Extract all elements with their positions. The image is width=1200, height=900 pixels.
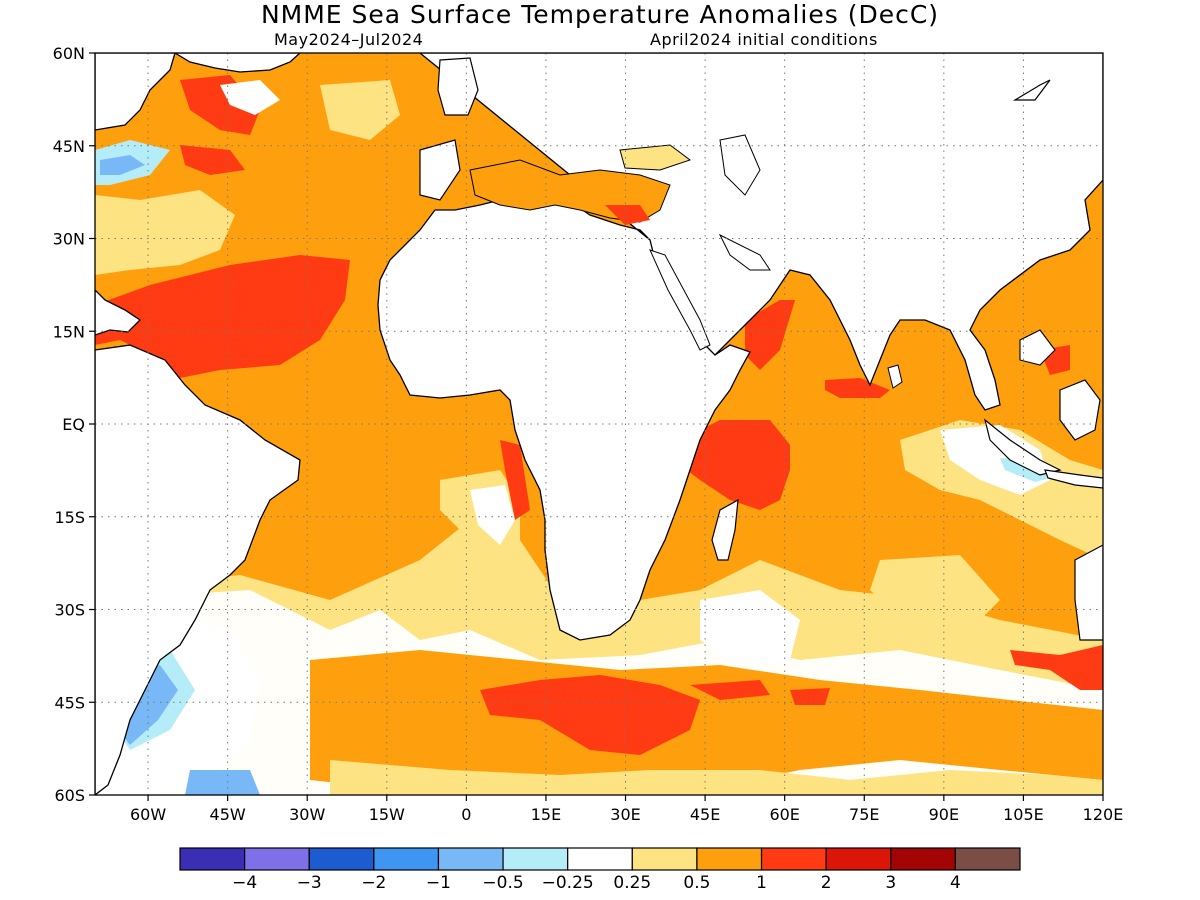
- colorbar-label: −1: [426, 873, 451, 893]
- colorbar-label: −2: [361, 873, 386, 893]
- axis-ticks: 60N 45N 30N 15N EQ 15S 30S 45S 60S 60W 45W 30W 15W 0 1…: [53, 44, 1124, 824]
- land-greenland: [173, 53, 301, 73]
- zone-hot-south-indian-1: [690, 680, 770, 700]
- zone-neutral-north: [220, 80, 280, 115]
- land-madagascar: [711, 498, 739, 561]
- colorbar-label: −0.5: [482, 873, 523, 893]
- zone-light-central-south-indian: [870, 555, 1000, 640]
- colorbar-swatch: [373, 847, 440, 871]
- lon-tick-label: 60E: [769, 805, 799, 824]
- lon-tick-label: 45E: [690, 805, 720, 824]
- lon-tick-label: 60W: [130, 805, 166, 824]
- lat-tick-label: EQ: [62, 415, 85, 434]
- zone-hot-gulfstream: [180, 145, 245, 175]
- lat-tick-label: 15S: [54, 508, 85, 527]
- initial-conditions: April2024 initial conditions: [650, 30, 878, 49]
- zone-neutral-benguela: [470, 485, 515, 545]
- colorbar-swatch: [437, 847, 504, 871]
- zone-cooler-north-atlantic: [100, 155, 145, 175]
- colorbar-swatch: [825, 847, 892, 871]
- colorbar-label: 4: [950, 873, 961, 893]
- land-sri-lanka: [887, 364, 903, 389]
- zone-neutral-south-indian: [700, 590, 800, 665]
- colorbar-label: 1: [756, 873, 767, 893]
- zone-warm-southern-ocean: [310, 650, 1103, 790]
- colorbar-swatch: [696, 847, 763, 871]
- lon-tick-label: 30W: [289, 805, 325, 824]
- zone-hot-arabian-coast: [745, 300, 795, 370]
- colorbar: −4 −3 −2 −1 −0.5 −0.25 0.25 0.5 1 2 3 4: [179, 847, 1021, 893]
- lon-tick-label: 45W: [210, 805, 246, 824]
- zone-hot-south-indian-2: [790, 688, 830, 705]
- sea-caspian: [719, 134, 761, 196]
- lat-tick-label: 30N: [53, 230, 85, 249]
- lon-tick-label: 90E: [929, 805, 959, 824]
- sea-persian-gulf: [718, 233, 771, 271]
- zone-light-far-south: [330, 760, 1103, 795]
- land-south-america: [95, 344, 301, 795]
- land-novaya-zemlya: [1012, 79, 1051, 101]
- colorbar-swatch: [567, 847, 633, 871]
- zone-cool-patch-2: [185, 770, 260, 795]
- colorbar-label: 0.5: [683, 873, 710, 893]
- land-australia: [1074, 544, 1103, 641]
- lon-tick-label: 120E: [1083, 805, 1124, 824]
- zone-hot-south-indian-3: [1010, 645, 1103, 690]
- colorbar-swatch: [954, 847, 1021, 871]
- colorbar-swatch: [502, 847, 569, 871]
- anomaly-field: [95, 53, 1103, 795]
- sea-red-sea: [649, 249, 711, 351]
- zone-hot-east-med: [605, 205, 650, 225]
- zone-hot-sri-lanka: [825, 378, 890, 398]
- lat-tick-label: 60N: [53, 44, 85, 63]
- lat-tick-label: 30S: [54, 601, 85, 620]
- land-indochina-coast: [1019, 329, 1056, 366]
- colorbar-swatch: [890, 847, 956, 871]
- land-java: [1044, 469, 1103, 489]
- lat-tick-label: 60S: [54, 786, 85, 805]
- land-borneo: [1059, 379, 1101, 441]
- zone-hot-angola: [500, 440, 530, 520]
- colorbar-swatch: [308, 847, 375, 871]
- lon-tick-label: 105E: [1003, 805, 1044, 824]
- colorbar-label: 2: [821, 873, 832, 893]
- forecast-period: May2024–Jul2024: [274, 30, 424, 49]
- lat-tick-label: 45S: [54, 693, 85, 712]
- land-iberia: [419, 139, 461, 201]
- land-british-isles: [437, 57, 479, 116]
- colorbar-swatch: [179, 847, 246, 871]
- colorbar-label: 3: [885, 873, 896, 893]
- gridlines: [95, 53, 1103, 795]
- colorbar-label: 0.25: [613, 873, 651, 893]
- zone-hot-tropical-atlantic: [95, 255, 350, 380]
- land-central-america: [95, 289, 142, 336]
- colorbar-label: −3: [297, 873, 322, 893]
- lon-tick-label: 15W: [369, 805, 405, 824]
- land-north-america-north: [95, 53, 176, 131]
- map-title: NMME Sea Surface Temperature Anomalies (…: [260, 0, 940, 29]
- zone-hot-west-indian: [680, 420, 790, 510]
- lon-tick-label: 15E: [531, 805, 561, 824]
- colorbar-swatch: [760, 847, 827, 871]
- land-afro-eurasia: [377, 53, 1103, 641]
- lon-tick-label: 30E: [610, 805, 640, 824]
- colorbar-swatch: [244, 847, 310, 871]
- colorbar-label: −0.25: [542, 873, 594, 893]
- zone-neutral-east-indian: [940, 425, 1050, 495]
- lat-tick-label: 45N: [53, 137, 85, 156]
- zone-hot-south-atlantic: [480, 675, 700, 755]
- colorbar-swatch: [631, 847, 698, 871]
- lon-tick-label: 0: [461, 805, 471, 824]
- colorbar-label: −4: [232, 873, 257, 893]
- zone-light-mid-north: [320, 80, 400, 140]
- zone-light-north-atlantic: [95, 190, 235, 275]
- lon-tick-label: 75E: [849, 805, 879, 824]
- lat-tick-label: 15N: [53, 322, 85, 341]
